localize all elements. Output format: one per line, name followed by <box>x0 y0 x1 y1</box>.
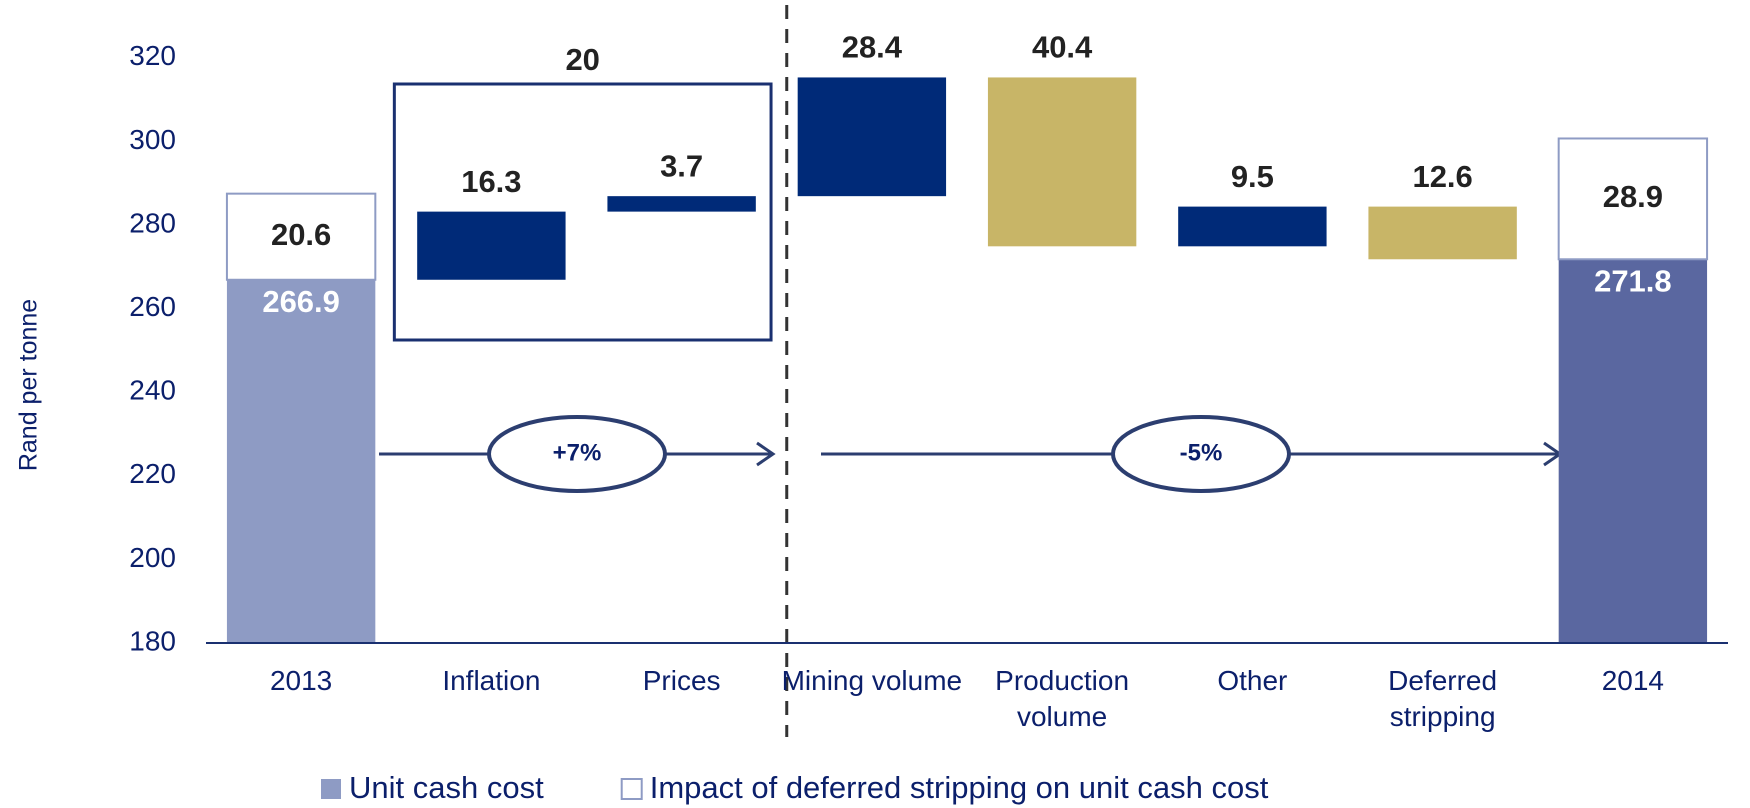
bar-label: 271.8 <box>1594 263 1672 298</box>
legend-label: Impact of deferred stripping on unit cas… <box>650 770 1269 805</box>
x-tick-label: 2013 <box>269 665 333 696</box>
stack-label: 20.6 <box>271 217 331 252</box>
bar <box>1368 206 1517 260</box>
bar-label: 266.9 <box>262 284 340 319</box>
bar-label: 40.4 <box>1032 30 1093 65</box>
x-tick-label: Mining volume <box>781 665 963 696</box>
bar-label: 12.6 <box>1412 159 1472 194</box>
bar <box>797 77 947 197</box>
legend-swatch <box>620 778 643 800</box>
bar <box>417 211 566 280</box>
y-tick-label: 180 <box>129 625 176 656</box>
x-tick-label: Inflation <box>442 665 541 696</box>
stack-bar <box>225 192 377 281</box>
legend-swatch <box>321 779 341 799</box>
annotation: -5% <box>1180 439 1223 466</box>
bar <box>607 196 756 212</box>
y-tick-label: 200 <box>129 542 176 573</box>
annotation-ellipse <box>1111 415 1291 493</box>
y-tick-label: 240 <box>129 375 176 406</box>
stack-label: 28.9 <box>1603 179 1663 214</box>
bar-label: 9.5 <box>1231 159 1274 194</box>
bar-label: 3.7 <box>660 148 703 183</box>
legend-label: Unit cash cost <box>349 770 544 805</box>
bar <box>1558 259 1708 643</box>
group-total: 20 <box>565 42 599 77</box>
x-tick-label: 2014 <box>1601 665 1665 696</box>
x-tick-label: Deferred stripping <box>1388 665 1498 732</box>
bar <box>1178 206 1327 247</box>
y-axis-label: Rand per tonne <box>15 299 43 471</box>
y-tick-label: 280 <box>129 207 176 238</box>
bar <box>226 279 376 643</box>
y-tick-label: 300 <box>129 124 176 155</box>
group-box <box>392 82 773 342</box>
x-tick-label: Production volume <box>995 665 1130 732</box>
y-tick-label: 220 <box>129 458 176 489</box>
y-tick-label: 260 <box>129 291 176 322</box>
y-tick-label: 320 <box>129 40 176 71</box>
x-tick-label: Other <box>1217 665 1288 696</box>
arrow-head <box>756 441 776 467</box>
bar-label: 28.4 <box>842 30 903 65</box>
annotation-ellipse <box>487 415 667 493</box>
stack-bar <box>1557 137 1709 261</box>
annotation: +7% <box>553 439 602 466</box>
bar-label: 16.3 <box>461 164 521 199</box>
bar <box>987 77 1137 247</box>
x-tick-label: Prices <box>642 665 721 696</box>
